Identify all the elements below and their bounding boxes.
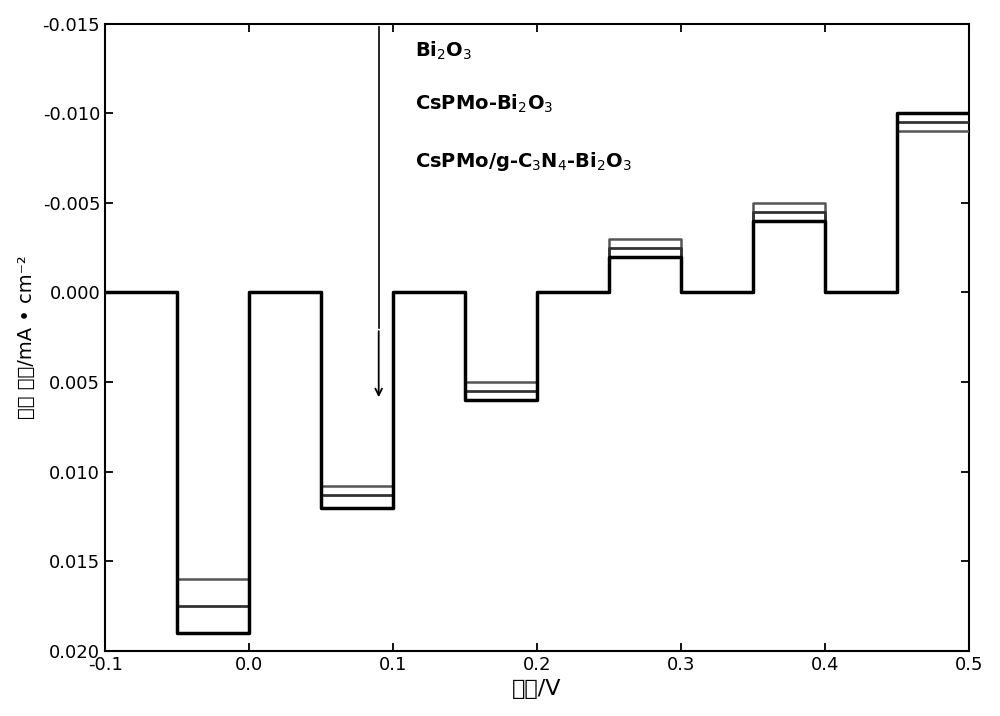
Text: CsPMo/g-C$_3$N$_4$-Bi$_2$O$_3$: CsPMo/g-C$_3$N$_4$-Bi$_2$O$_3$	[415, 150, 632, 173]
X-axis label: 电压/V: 电压/V	[512, 679, 562, 700]
Y-axis label: 电流 密度/mA • cm⁻²: 电流 密度/mA • cm⁻²	[17, 256, 36, 419]
Text: CsPMo-Bi$_2$O$_3$: CsPMo-Bi$_2$O$_3$	[415, 93, 553, 115]
Text: Bi$_2$O$_3$: Bi$_2$O$_3$	[415, 39, 472, 62]
